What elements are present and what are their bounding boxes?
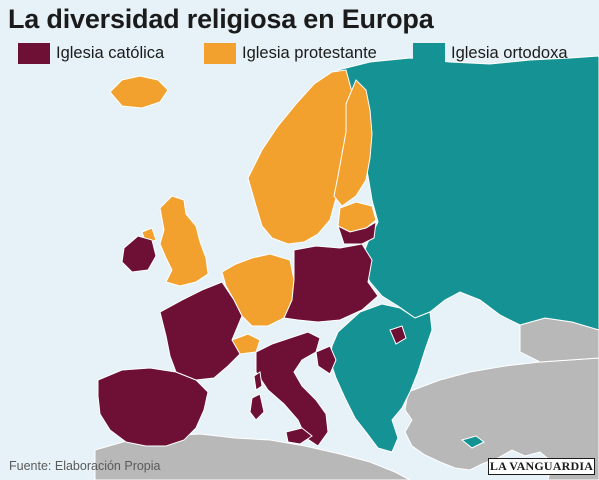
- region-catholic-iberia: [97, 367, 209, 447]
- region-orthodox-balkans: [329, 303, 433, 453]
- legend-label-catholic: Iglesia católica: [56, 43, 165, 62]
- legend-label-protestant: Iglesia protestante: [242, 43, 377, 62]
- region-catholic-sardinia: [249, 393, 265, 421]
- region-protestant-finland: [333, 79, 373, 207]
- region-catholic-italy-alps: [255, 331, 329, 447]
- legend-item-protestant: Iglesia protestante: [204, 42, 377, 64]
- legend-swatch-protestant: [204, 42, 236, 64]
- legend-item-catholic: Iglesia católica: [18, 42, 164, 64]
- region-catholic-moldova: [389, 325, 407, 345]
- region-protestant-britain: [159, 195, 209, 287]
- legend-swatch-catholic: [18, 42, 50, 64]
- region-orthodox-russia: [337, 55, 599, 331]
- region-catholic-croatia: [315, 345, 337, 375]
- region-catholic-ireland: [121, 235, 157, 273]
- region-catholic-corsica: [253, 371, 263, 391]
- publisher-logo-text: LA VANGUARDIA: [489, 459, 594, 473]
- publisher-logo: LA VANGUARDIA: [488, 458, 595, 475]
- region-catholic-france: [159, 281, 243, 381]
- legend: Iglesia católica Iglesia protestante Igl…: [18, 42, 598, 64]
- legend-swatch-orthodox: [413, 42, 445, 64]
- region-catholic-poland-central: [283, 243, 379, 323]
- region-orthodox-cyprus: [460, 435, 485, 449]
- region-catholic-lithuania: [337, 221, 377, 245]
- region-catholic-sicily: [285, 427, 313, 445]
- region-protestant-iceland: [109, 75, 169, 109]
- region-turkey-middle-east: [404, 357, 599, 480]
- source-note: Fuente: Elaboración Propia: [9, 459, 161, 473]
- legend-item-orthodox: Iglesia ortodoxa: [413, 42, 568, 64]
- legend-label-orthodox: Iglesia ortodoxa: [451, 43, 568, 62]
- map-title: La diversidad religiosa en Europa: [8, 4, 434, 34]
